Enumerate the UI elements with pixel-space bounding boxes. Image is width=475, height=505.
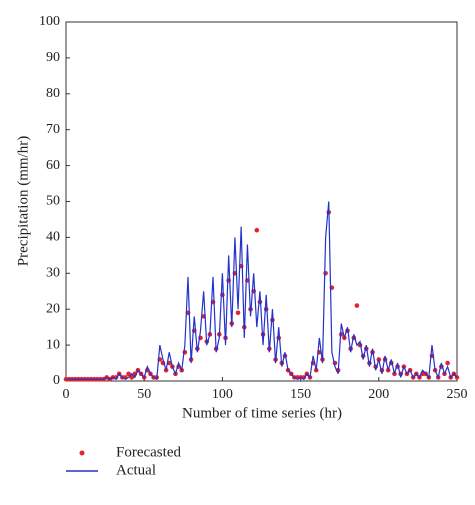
y-tick-label: 90 — [46, 50, 60, 65]
y-tick-label: 70 — [46, 122, 60, 137]
y-tick-label: 40 — [46, 230, 60, 245]
y-axis-label: Precipitation (mm/hr) — [15, 136, 31, 266]
forecast-point — [129, 375, 134, 380]
x-tick-label: 200 — [368, 387, 389, 402]
y-tick-label: 60 — [46, 158, 60, 173]
x-tick-label: 50 — [137, 387, 151, 402]
forecast-point — [445, 360, 450, 366]
legend-label: Actual — [116, 462, 156, 478]
x-axis-label: Number of time series (hr) — [182, 405, 342, 421]
legend-marker — [79, 450, 85, 456]
y-tick-label: 30 — [46, 266, 60, 281]
forecast-point — [126, 371, 131, 377]
legend-label: Forecasted — [116, 444, 181, 460]
y-tick-label: 0 — [53, 373, 60, 388]
x-tick-label: 100 — [212, 387, 233, 402]
forecast-point — [235, 310, 241, 316]
y-tick-label: 20 — [46, 301, 60, 316]
x-tick-label: 250 — [447, 387, 468, 402]
y-tick-label: 100 — [39, 14, 60, 29]
forecast-point — [254, 227, 260, 233]
y-tick-label: 80 — [46, 86, 60, 101]
y-tick-label: 10 — [46, 337, 60, 352]
y-tick-label: 50 — [46, 194, 60, 209]
forecast-point — [323, 271, 328, 276]
forecast-point — [263, 306, 269, 312]
x-tick-label: 150 — [290, 387, 311, 402]
x-tick-label: 0 — [63, 387, 70, 402]
forecast-point — [354, 303, 360, 308]
actual-line — [66, 201, 458, 381]
